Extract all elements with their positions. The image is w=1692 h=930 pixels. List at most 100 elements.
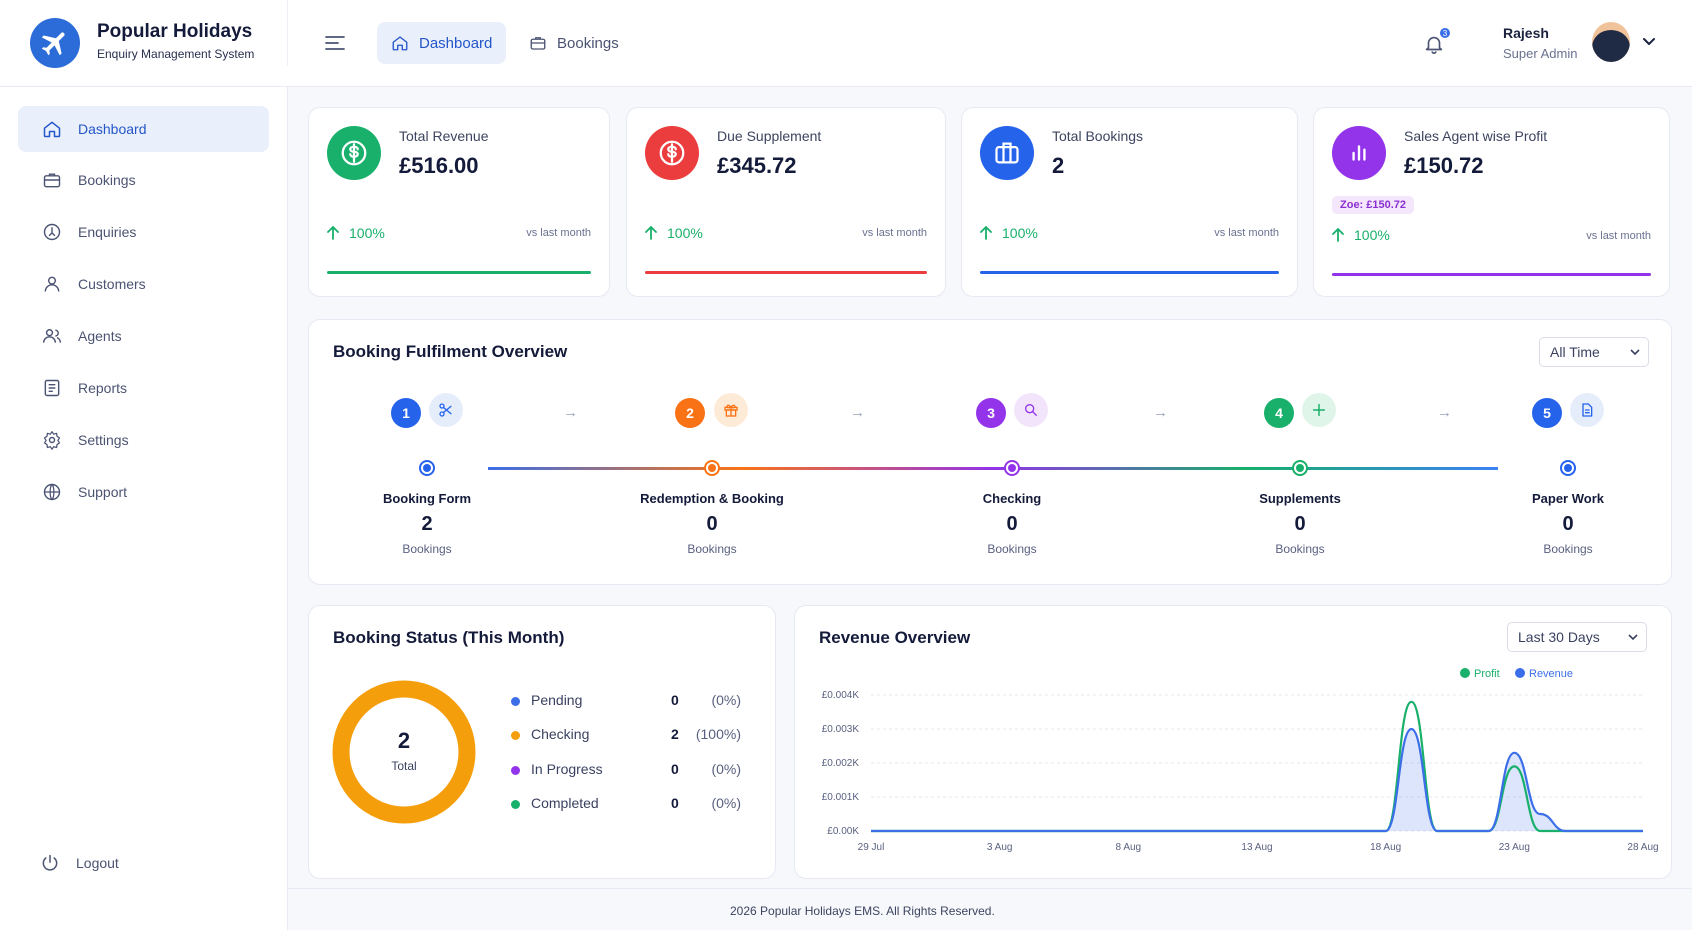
stat-progress-bar [327,271,591,274]
tab-bookings[interactable]: Bookings [515,22,633,64]
stat-value: 2 [1052,153,1065,178]
sidebar-item-dashboard[interactable]: Dashboard [18,106,269,152]
stat-label: Total Revenue [399,128,489,144]
top-header: Popular Holidays Enquiry Management Syst… [0,0,1692,87]
scissors-icon [429,393,463,427]
sidebar-item-label: Customers [78,276,146,292]
status-label: In Progress [531,761,603,777]
stat-change: 100% [327,225,385,241]
sidebar-item-settings[interactable]: Settings [18,417,269,463]
tab-dashboard[interactable]: Dashboard [377,22,507,64]
stat-change-value: 100% [1354,227,1390,243]
sidebar: Dashboard Bookings Enquiries Customers A… [0,87,288,930]
status-row-in-progress: In Progress 0 (0%) [511,761,741,781]
sidebar-item-label: Settings [78,432,129,448]
legend-dot [1515,668,1525,678]
arrow-up-icon [980,226,992,240]
legend-dot [511,731,520,740]
arrow-right-icon: → [1437,404,1452,421]
bell-icon[interactable]: 3 [1423,27,1451,58]
status-count: 0 [671,692,679,708]
stat-progress-bar [645,271,927,274]
status-count: 0 [671,795,679,811]
status-pct: (0%) [711,761,741,777]
status-row-checking: Checking 2 (100%) [511,726,741,746]
stat-card-total-bookings: Total Bookings 2 100% vs last month [961,107,1298,297]
step-number: 4 [1264,398,1294,428]
legend-label: Profit [1474,668,1500,680]
stat-change: 100% [645,225,703,241]
step-number: 3 [976,398,1006,428]
revenue-period-select[interactable]: Last 30 Days [1507,622,1647,652]
stat-card-total-revenue: Total Revenue £516.00 100% vs last month [308,107,610,297]
airplane-logo-icon [30,18,80,68]
sidebar-item-support[interactable]: Support [18,469,269,515]
sidebar-item-reports[interactable]: Reports [18,365,269,411]
footer: 2026 Popular Holidays EMS. All Rights Re… [288,888,1692,930]
stat-value: £150.72 [1404,153,1484,178]
arrow-up-icon [1332,228,1344,242]
hamburger-menu-icon[interactable] [320,30,350,56]
report-icon [44,379,60,397]
stat-progress-bar [1332,273,1651,276]
document-icon [1570,393,1604,427]
select-value: Last 30 Days [1518,629,1600,645]
step-marker [704,460,720,476]
briefcase-icon [980,126,1034,180]
fulfilment-period-select[interactable]: All Time [1539,337,1649,367]
gear-icon [43,431,61,450]
status-count: 2 [671,726,679,742]
avatar[interactable] [1592,22,1630,62]
sidebar-item-bookings[interactable]: Bookings [18,157,269,203]
briefcase-icon [43,173,61,188]
stat-change-value: 100% [1002,225,1038,241]
legend-dot [511,766,520,775]
x-tick-label: 28 Aug [1627,842,1658,853]
header-divider [287,0,288,66]
step-name: Checking [982,491,1042,506]
stat-vs-label: vs last month [526,227,591,239]
stat-label: Due Supplement [717,128,822,144]
step-marker [1560,460,1576,476]
step-name: Supplements [1259,491,1341,506]
stat-change: 100% [980,225,1038,241]
step-name: Paper Work [1531,491,1604,506]
stat-card-sales-agent-profit: Sales Agent wise Profit £150.72 Zoe: £15… [1313,107,1670,297]
logout-button[interactable]: Logout [16,840,267,886]
step-marker [1004,460,1020,476]
tab-bookings-label: Bookings [557,34,619,52]
status-row-pending: Pending 0 (0%) [511,692,741,712]
progress-line [488,467,1498,470]
chevron-down-icon[interactable] [1641,33,1657,49]
status-pct: (0%) [711,795,741,811]
step-count: 0 [1294,513,1306,535]
step-unit: Bookings [1275,542,1325,556]
legend-dot [1460,668,1470,678]
home-icon [43,121,61,138]
stat-vs-label: vs last month [862,227,927,239]
step-count: 0 [1562,513,1574,535]
power-icon [42,854,58,871]
x-tick-label: 3 Aug [987,842,1013,853]
user-role: Super Admin [1503,46,1578,61]
select-value: All Time [1550,344,1600,360]
briefcase-icon [530,37,546,50]
stat-progress-bar [980,271,1279,274]
booking-status-donut [332,680,476,824]
y-tick-label: £0.003K [822,724,860,735]
sidebar-item-agents[interactable]: Agents [18,313,269,359]
step-count: 2 [421,513,433,535]
donut-total-label: Total [391,759,417,773]
arrow-right-icon: → [1153,404,1168,421]
revenue-line-chart: £0.00K £0.001K £0.002K £0.003K £0.004K 29 Jul… [822,668,1659,853]
stat-vs-label: vs last month [1586,230,1651,242]
status-pct: (0%) [711,692,741,708]
sidebar-item-customers[interactable]: Customers [18,261,269,307]
sidebar-item-enquiries[interactable]: Enquiries [18,209,269,255]
stat-label: Sales Agent wise Profit [1404,128,1548,144]
user-icon [44,276,60,292]
chevron-down-icon [1628,634,1638,641]
sidebar-item-label: Enquiries [78,224,137,240]
sidebar-item-label: Dashboard [78,121,147,137]
status-count: 0 [671,761,679,777]
